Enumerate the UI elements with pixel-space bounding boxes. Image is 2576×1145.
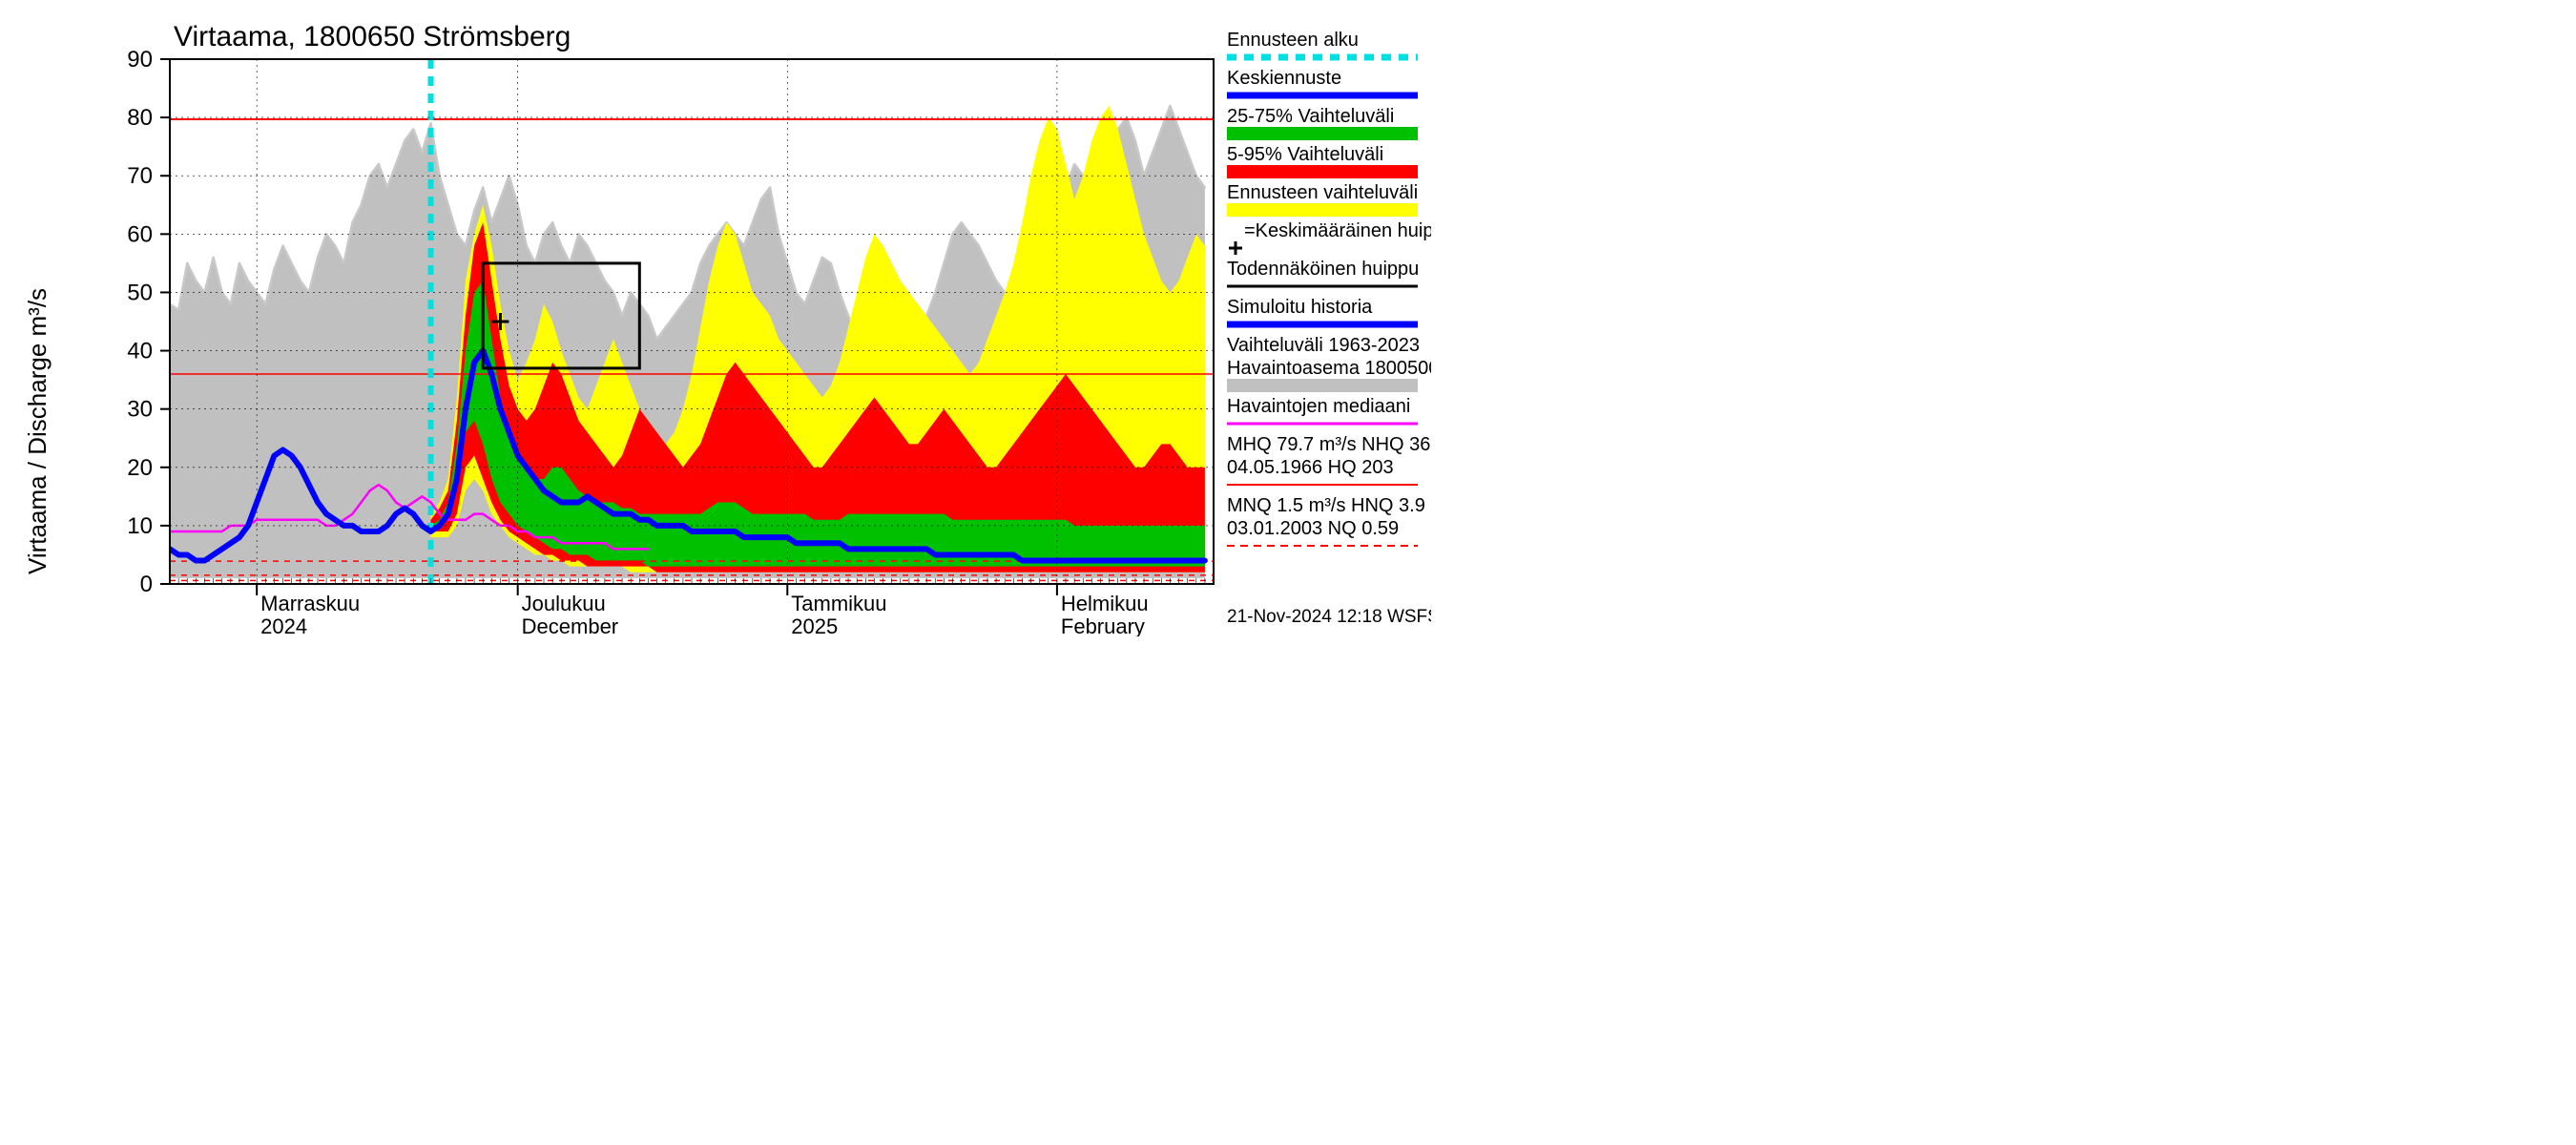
y-tick-label: 10 — [127, 513, 153, 539]
y-axis-label: Virtaama / Discharge m³/s — [23, 288, 52, 574]
y-tick-label: 60 — [127, 221, 153, 247]
y-tick-label: 30 — [127, 397, 153, 423]
chart-title: Virtaama, 1800650 Strömsberg — [174, 21, 571, 52]
legend-item-label: Simuloitu historia — [1227, 297, 1373, 318]
legend-item-label: Todennäköinen huippu — [1227, 259, 1419, 280]
legend-item-label: Ennusteen vaihteluväli — [1227, 182, 1418, 203]
x-month-sub-label: 2024 — [260, 614, 307, 636]
discharge-forecast-chart: 0 10 20 30 40 50 60 70 80 90 Marraskuu2024 Joulukuu… — [0, 0, 1431, 636]
chart-footer: 21-Nov-2024 12:18 WSFS-O — [1227, 607, 1431, 627]
legend-item-label: =Keskimääräinen huippu — [1244, 220, 1431, 241]
legend-item-label: Ennusteen alku — [1227, 30, 1359, 51]
y-tick-label: 40 — [127, 339, 153, 364]
chart-svg: 0 10 20 30 40 50 60 70 80 90 Marraskuu2024 Joulukuu… — [0, 0, 1431, 636]
x-month-sub-label: December — [522, 614, 618, 636]
legend-item-label: 04.05.1966 HQ 203 — [1227, 457, 1394, 478]
x-month-label: Joulukuu — [522, 592, 606, 615]
x-month-label: Marraskuu — [260, 592, 360, 615]
x-month-label: Tammikuu — [791, 592, 886, 615]
legend-item-label: Keskiennuste — [1227, 68, 1341, 89]
legend-item-label: 25-75% Vaihteluväli — [1227, 106, 1394, 127]
legend-item-label: MNQ 1.5 m³/s HNQ 3.9 — [1227, 495, 1425, 516]
y-tick-label: 0 — [140, 572, 153, 597]
y-tick-label: 90 — [127, 47, 153, 73]
legend-item-label: Havaintojen mediaani — [1227, 396, 1410, 417]
x-month-label: Helmikuu — [1061, 592, 1149, 615]
legend-item-label: 03.01.2003 NQ 0.59 — [1227, 518, 1399, 539]
y-tick-label: 70 — [127, 163, 153, 189]
x-month-sub-label: 2025 — [791, 614, 838, 636]
y-tick-label: 20 — [127, 455, 153, 481]
x-month-sub-label: February — [1061, 614, 1145, 636]
legend-item-label: Vaihteluväli 1963-2023 — [1227, 335, 1420, 356]
legend-item-label: MHQ 79.7 m³/s NHQ 36.0 — [1227, 434, 1431, 455]
legend-item-label: Havaintoasema 1800500 — [1227, 358, 1431, 379]
y-tick-label: 80 — [127, 105, 153, 131]
legend-item-label: 5-95% Vaihteluväli — [1227, 144, 1383, 165]
y-tick-label: 50 — [127, 280, 153, 305]
